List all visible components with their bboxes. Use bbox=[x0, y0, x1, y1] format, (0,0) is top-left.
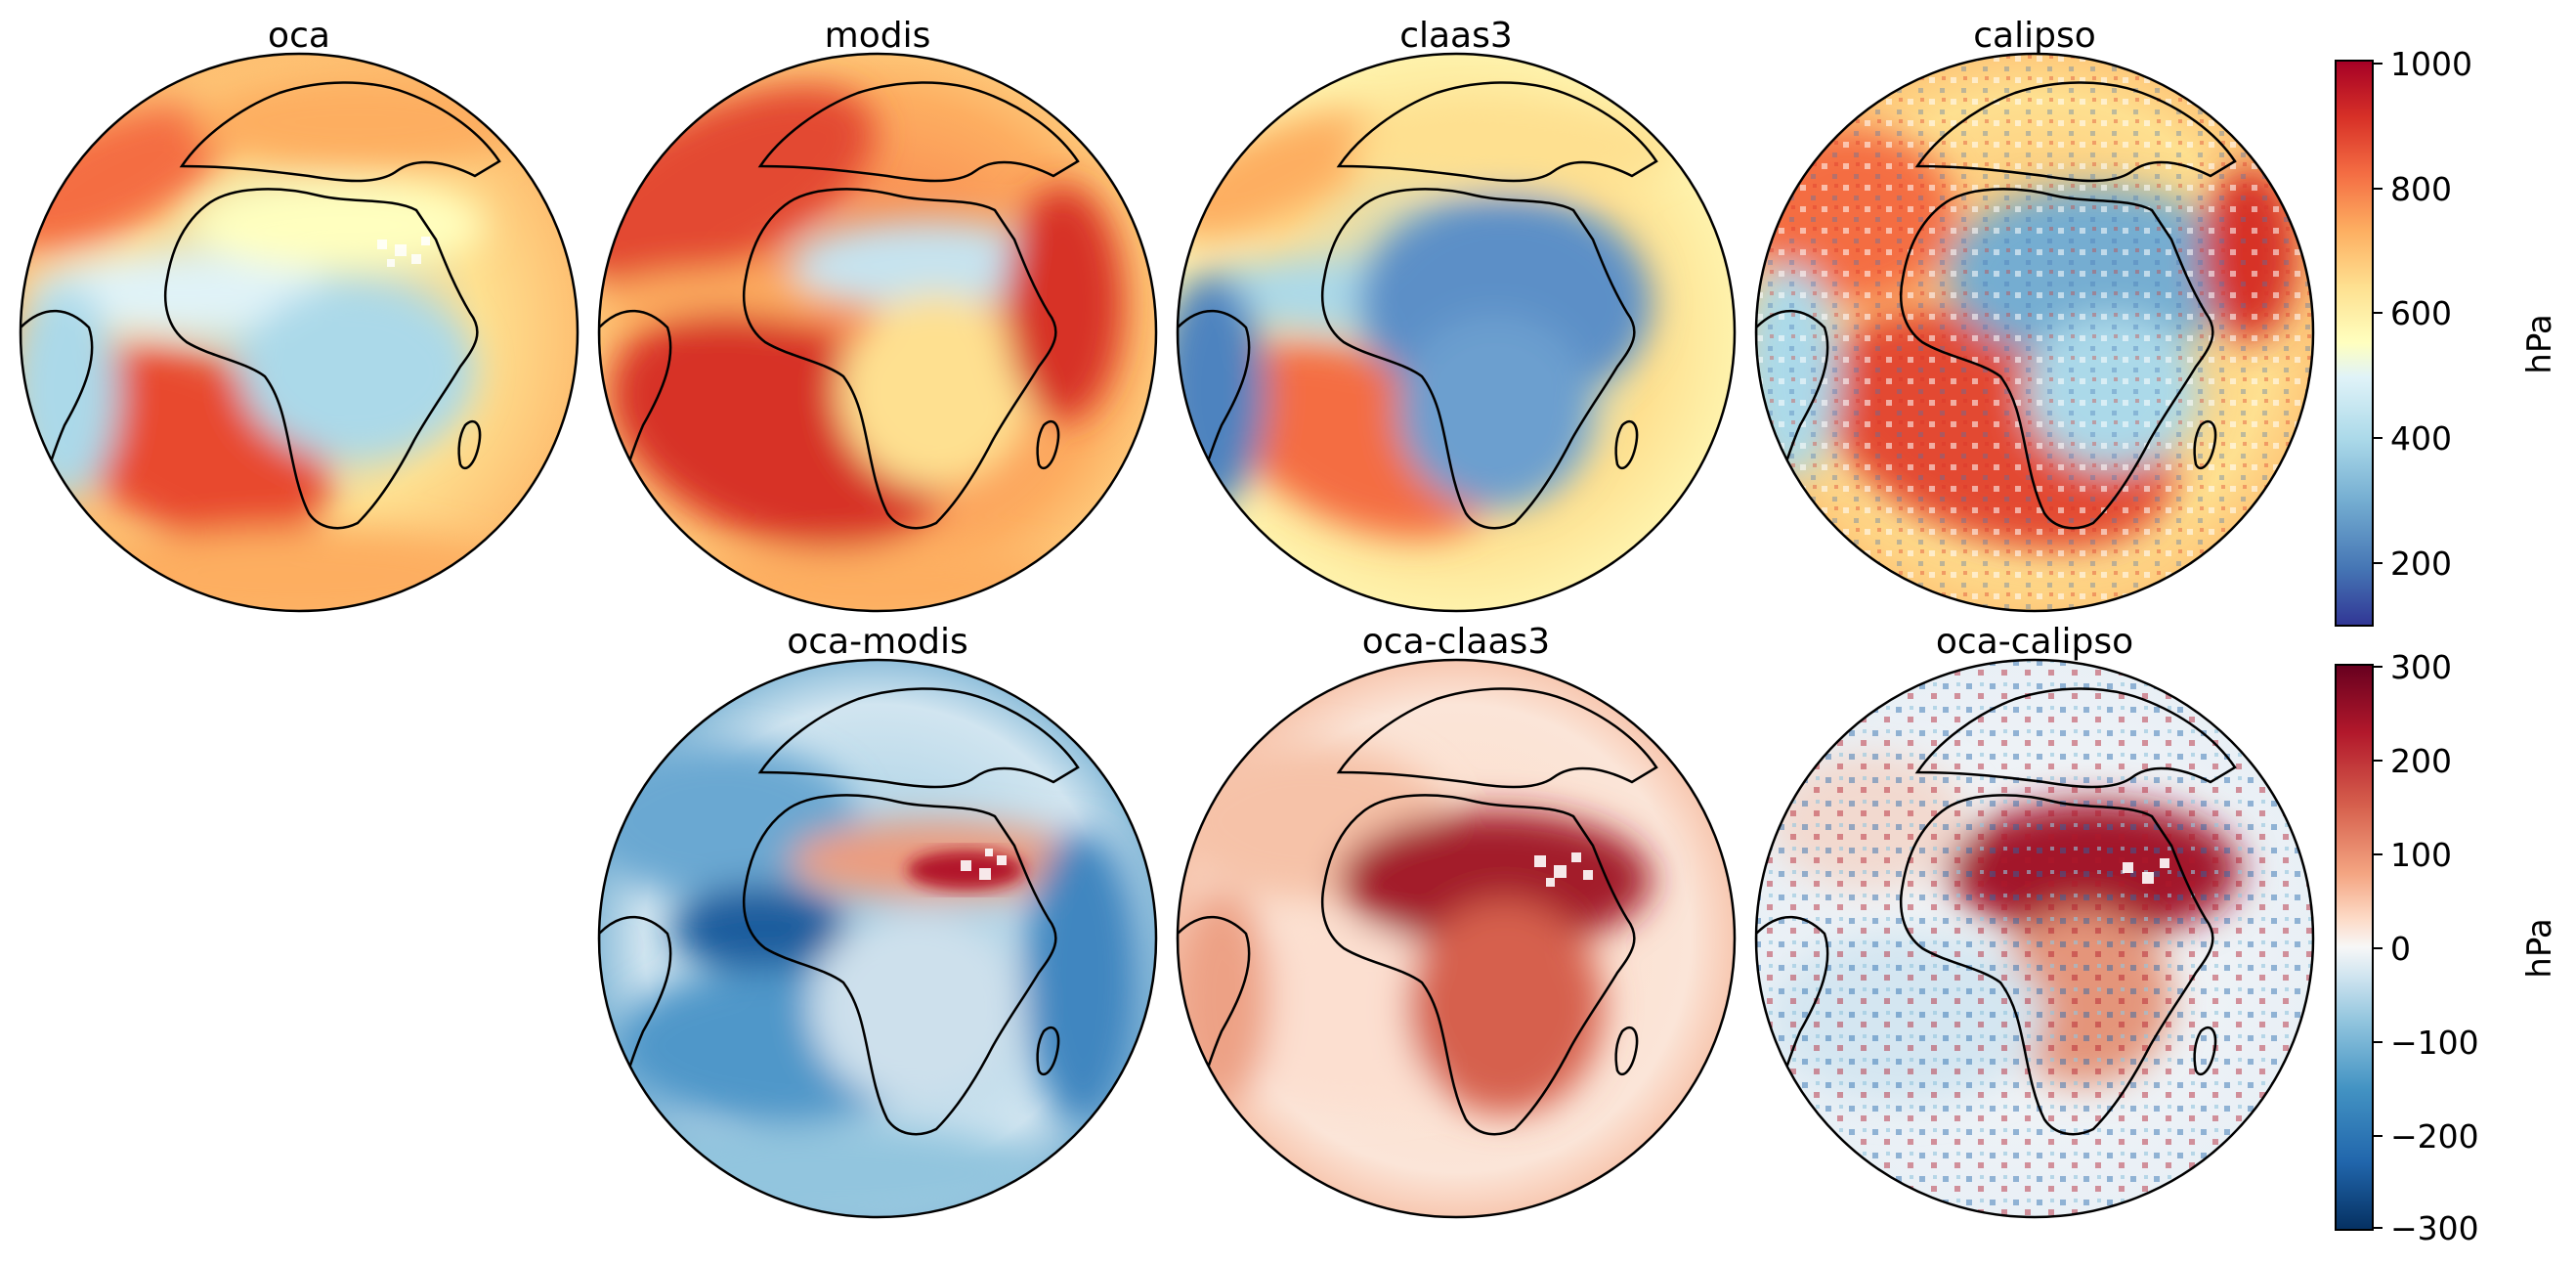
panel-title: modis bbox=[825, 16, 931, 56]
tick-label: 800 bbox=[2390, 170, 2452, 208]
panel-title: claas3 bbox=[1399, 16, 1513, 56]
panel-oca-modis: oca-modis bbox=[597, 622, 1158, 1219]
tick-label: 100 bbox=[2390, 836, 2452, 874]
tick-label: −300 bbox=[2390, 1209, 2479, 1247]
tick-label: 1000 bbox=[2390, 45, 2472, 83]
tick-label: 600 bbox=[2390, 294, 2452, 332]
panel-calipso: calipso bbox=[1754, 16, 2315, 613]
colorbar-top: 1000 800 600 400 200 hPa bbox=[2335, 45, 2559, 627]
panel-modis: modis bbox=[597, 16, 1158, 613]
tick-label: 200 bbox=[2390, 545, 2452, 583]
panel-oca-calipso: oca-calipso bbox=[1754, 622, 2315, 1219]
tick-label: 200 bbox=[2390, 742, 2452, 780]
tick-label: −100 bbox=[2390, 1024, 2479, 1062]
panel-title: oca-claas3 bbox=[1362, 622, 1550, 662]
tick-label: 400 bbox=[2390, 419, 2452, 458]
colorbar-bottom-label: hPa bbox=[2520, 918, 2559, 978]
colorbar-top-label: hPa bbox=[2520, 314, 2559, 373]
panel-oca-claas3: oca-claas3 bbox=[1176, 622, 1737, 1219]
panel-title: oca bbox=[268, 16, 330, 56]
panel-title: oca-modis bbox=[787, 622, 968, 662]
tick-label: 0 bbox=[2390, 930, 2411, 968]
panel-claas3: claas3 bbox=[1176, 16, 1737, 613]
panel-title: calipso bbox=[1973, 16, 2096, 56]
panel-title: oca-calipso bbox=[1936, 622, 2133, 662]
colorbar-bottom-ticks: 300 200 100 0 −100 −200 −300 bbox=[2373, 648, 2479, 1247]
colorbar-bottom: 300 200 100 0 −100 −200 −300 hPa bbox=[2335, 648, 2559, 1247]
tick-label: 300 bbox=[2390, 648, 2452, 686]
colorbar-top-ticks: 1000 800 600 400 200 bbox=[2373, 45, 2472, 583]
tick-label: −200 bbox=[2390, 1117, 2479, 1156]
panel-oca: oca bbox=[19, 16, 580, 613]
